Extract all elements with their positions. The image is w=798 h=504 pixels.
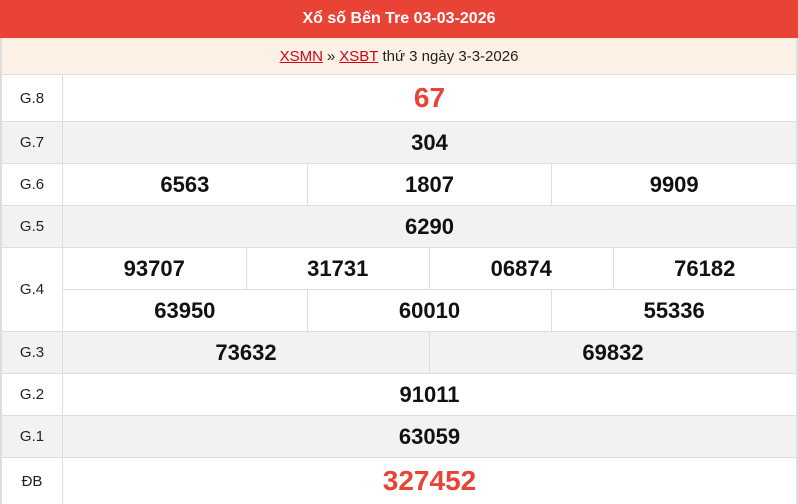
page-title: Xổ số Bến Tre 03-03-2026: [0, 0, 798, 38]
prize-number: 1807: [306, 164, 552, 205]
prize-number: 304: [411, 129, 448, 155]
prize-number: 6290: [405, 213, 454, 239]
prize-number: 91011: [399, 381, 460, 407]
prize-row: G.5 6290: [0, 205, 798, 247]
prize-row: G.4 93707 31731 06874 76182 63950 60010 55336: [0, 247, 798, 331]
draw-date: thứ 3 ngày 3-3-2026: [382, 47, 519, 65]
prize-label: G.2: [2, 374, 63, 415]
prize-label: G.7: [2, 122, 63, 163]
prize-row: G.6 6563 1807 9909: [0, 163, 798, 205]
xsmn-link[interactable]: XSMN: [279, 47, 323, 65]
prize-label: G.1: [2, 416, 63, 457]
results-table: G.8 67 G.7 304 G.6 6563 1807 9909 G.5 6290 G.4 9370…: [0, 74, 798, 504]
prize-row: G.1 63059: [0, 415, 798, 457]
prize-number: 06874: [429, 248, 613, 289]
prize-label: ĐB: [2, 458, 63, 504]
prize-row: ĐB 327452: [0, 457, 798, 504]
prize-label: G.8: [2, 75, 63, 121]
prize-number: 76182: [612, 248, 797, 289]
prize-row: G.7 304: [0, 121, 798, 163]
prize-number: 63950: [154, 297, 216, 323]
prize-number: 327452: [382, 465, 477, 496]
prize-label: G.4: [2, 248, 63, 331]
prize-label: G.6: [2, 164, 63, 205]
prize-number: 67: [413, 82, 446, 113]
prize-number: 55336: [551, 290, 796, 331]
prize-label: G.5: [2, 206, 63, 247]
breadcrumb: XSMN » XSBT thứ 3 ngày 3-3-2026: [0, 38, 798, 74]
prize-number: 31731: [245, 248, 430, 289]
prize-number: 69832: [429, 332, 796, 373]
xsbt-link[interactable]: XSBT: [339, 47, 379, 65]
prize-label: G.3: [2, 332, 63, 373]
breadcrumb-separator: »: [326, 47, 336, 65]
prize-number: 6563: [160, 171, 210, 197]
prize-row: G.2 91011: [0, 373, 798, 415]
prize-row: G.3 73632 69832: [0, 331, 798, 373]
prize-number: 63059: [398, 423, 461, 449]
prize-number: 73632: [215, 339, 277, 365]
prize-number: 60010: [306, 290, 552, 331]
prize-row: G.8 67: [0, 74, 798, 121]
prize-number: 9909: [551, 164, 796, 205]
prize-number: 93707: [123, 255, 185, 281]
